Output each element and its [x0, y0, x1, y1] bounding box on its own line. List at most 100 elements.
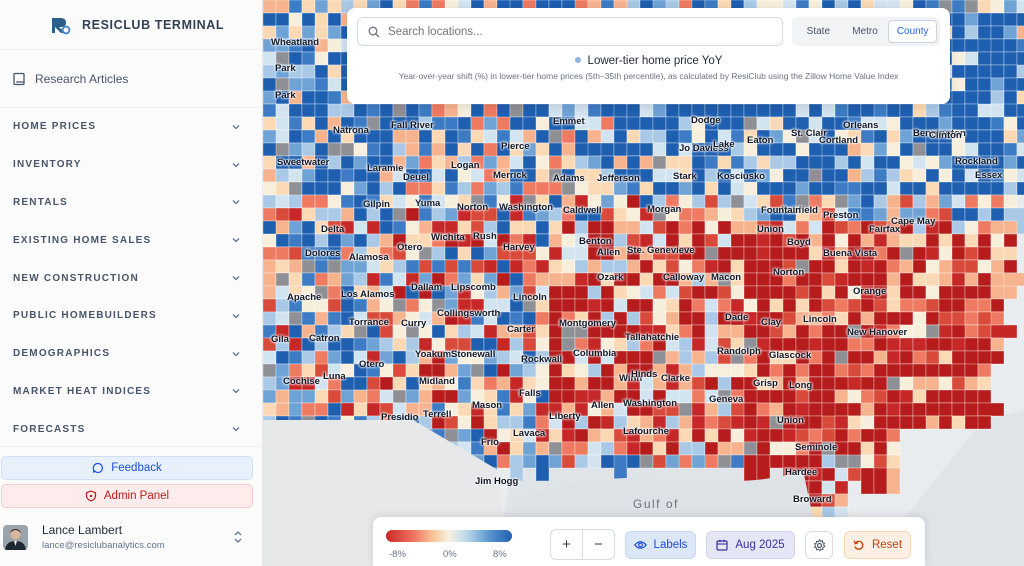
county-polygon[interactable] [353, 181, 368, 196]
county-polygon[interactable] [912, 142, 927, 157]
county-polygon[interactable] [990, 259, 1005, 274]
county-polygon[interactable] [327, 12, 342, 27]
county-polygon[interactable] [860, 272, 875, 287]
county-polygon[interactable] [561, 220, 576, 235]
county-polygon[interactable] [353, 168, 368, 183]
county-polygon[interactable] [431, 142, 446, 157]
county-polygon[interactable] [964, 402, 979, 417]
county-polygon[interactable] [665, 350, 680, 365]
county-polygon[interactable] [860, 402, 875, 417]
county-polygon[interactable] [1003, 129, 1018, 144]
county-polygon[interactable] [405, 155, 420, 170]
county-polygon[interactable] [444, 259, 459, 274]
county-polygon[interactable] [379, 142, 394, 157]
county-polygon[interactable] [522, 454, 537, 469]
county-polygon[interactable] [704, 428, 719, 443]
county-polygon[interactable] [795, 428, 810, 443]
county-polygon[interactable] [938, 415, 953, 430]
county-polygon[interactable] [392, 194, 407, 209]
county-polygon[interactable] [756, 298, 771, 313]
county-polygon[interactable] [743, 207, 758, 222]
county-polygon[interactable] [1016, 64, 1024, 79]
county-polygon[interactable] [769, 233, 784, 248]
county-polygon[interactable] [561, 441, 576, 456]
county-polygon[interactable] [756, 272, 771, 287]
county-polygon[interactable] [600, 285, 615, 300]
county-polygon[interactable] [964, 363, 979, 378]
county-polygon[interactable] [639, 220, 654, 235]
county-polygon[interactable] [951, 233, 966, 248]
county-polygon[interactable] [275, 0, 290, 14]
county-polygon[interactable] [275, 402, 290, 417]
county-polygon[interactable] [470, 181, 485, 196]
county-polygon[interactable] [1016, 103, 1024, 118]
county-polygon[interactable] [587, 220, 602, 235]
county-polygon[interactable] [886, 259, 901, 274]
county-polygon[interactable] [782, 363, 797, 378]
county-polygon[interactable] [782, 220, 797, 235]
county-polygon[interactable] [340, 181, 355, 196]
county-polygon[interactable] [405, 389, 420, 404]
county-polygon[interactable] [834, 233, 849, 248]
county-polygon[interactable] [951, 168, 966, 183]
county-polygon[interactable] [847, 467, 862, 482]
county-polygon[interactable] [418, 298, 433, 313]
county-polygon[interactable] [977, 402, 1005, 417]
county-polygon[interactable] [860, 441, 875, 456]
county-polygon[interactable] [808, 298, 823, 313]
county-polygon[interactable] [951, 402, 966, 417]
county-polygon[interactable] [288, 233, 303, 248]
county-polygon[interactable] [912, 363, 927, 378]
sidebar-item-demographics[interactable]: DEMOGRAPHICS [0, 335, 262, 373]
county-polygon[interactable] [263, 194, 277, 209]
county-polygon[interactable] [509, 337, 524, 352]
county-polygon[interactable] [600, 142, 615, 157]
county-polygon[interactable] [314, 389, 329, 404]
county-polygon[interactable] [392, 272, 407, 287]
county-polygon[interactable] [756, 259, 771, 274]
county-polygon[interactable] [1003, 181, 1018, 196]
county-polygon[interactable] [574, 454, 589, 469]
chevron-up-down-icon[interactable] [233, 530, 243, 544]
county-polygon[interactable] [730, 363, 745, 378]
county-polygon[interactable] [509, 402, 524, 417]
county-polygon[interactable] [457, 181, 472, 196]
county-polygon[interactable] [938, 246, 953, 261]
county-polygon[interactable] [1003, 272, 1024, 287]
county-polygon[interactable] [925, 298, 940, 313]
county-polygon[interactable] [899, 129, 914, 144]
county-polygon[interactable] [769, 454, 784, 469]
county-polygon[interactable] [795, 298, 810, 313]
county-polygon[interactable] [340, 168, 355, 183]
county-polygon[interactable] [483, 415, 498, 430]
county-polygon[interactable] [327, 181, 342, 196]
county-polygon[interactable] [704, 298, 719, 313]
county-polygon[interactable] [938, 233, 953, 248]
county-polygon[interactable] [626, 454, 641, 469]
county-polygon[interactable] [288, 389, 303, 404]
county-polygon[interactable] [639, 116, 654, 131]
county-polygon[interactable] [470, 103, 485, 118]
county-polygon[interactable] [418, 259, 433, 274]
county-polygon[interactable] [574, 363, 589, 378]
county-polygon[interactable] [769, 441, 784, 456]
county-polygon[interactable] [938, 142, 953, 157]
county-polygon[interactable] [522, 220, 537, 235]
county-polygon[interactable] [509, 259, 524, 274]
county-polygon[interactable] [847, 259, 862, 274]
county-polygon[interactable] [327, 64, 342, 79]
date-picker-button[interactable]: Aug 2025 [706, 531, 795, 559]
county-polygon[interactable] [977, 363, 992, 378]
county-polygon[interactable] [535, 441, 550, 456]
county-polygon[interactable] [600, 363, 615, 378]
county-polygon[interactable] [860, 168, 875, 183]
county-polygon[interactable] [834, 402, 849, 417]
county-polygon[interactable] [964, 311, 979, 326]
county-polygon[interactable] [314, 103, 329, 118]
county-polygon[interactable] [912, 285, 927, 300]
county-polygon[interactable] [834, 389, 849, 404]
county-polygon[interactable] [821, 467, 836, 482]
county-polygon[interactable] [691, 220, 706, 235]
county-polygon[interactable] [1016, 129, 1024, 144]
county-polygon[interactable] [327, 272, 342, 287]
